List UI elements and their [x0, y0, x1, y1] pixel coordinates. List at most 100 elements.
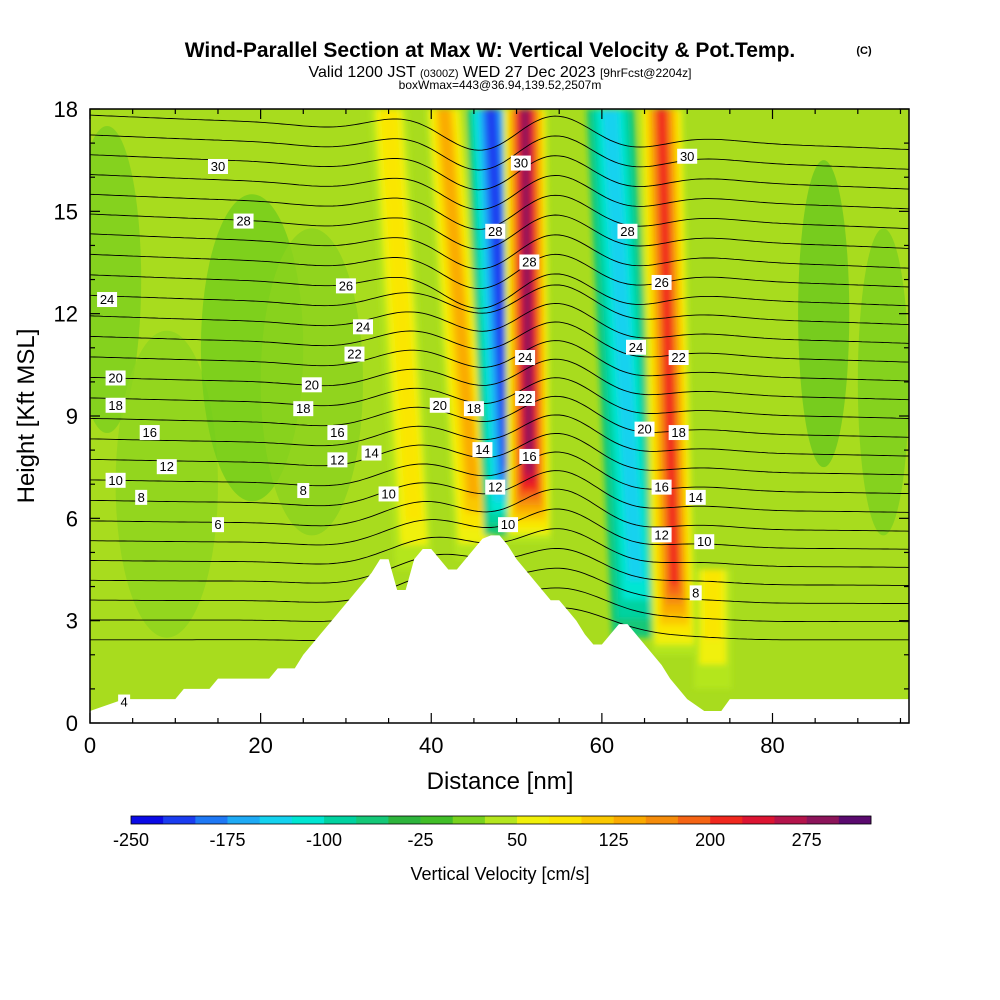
colorbar-swatch: [356, 816, 389, 824]
colorbar-swatch: [613, 816, 647, 824]
plot-area: 30 28 26 24 24 22 20 20 18 18 16 16 14 12 12 10 8 8 10 6 4 20…: [90, 109, 909, 723]
colorbar-tick-label: 125: [599, 830, 629, 850]
contour-label-bg: [211, 517, 224, 533]
copyright-mark: (C): [856, 45, 872, 57]
y-tick-label: 0: [66, 711, 78, 736]
contour-label: 14: [364, 446, 378, 461]
contour-label-bg: [327, 425, 348, 441]
colorbar-label: Vertical Velocity [cm/s]: [410, 864, 589, 884]
contour-label-bg: [463, 401, 484, 417]
valid-time: Valid 1200 JST: [309, 64, 417, 81]
isentrope-16: [90, 377, 909, 419]
contour-label-bg: [297, 483, 310, 499]
colorbar-tick-label: -25: [408, 830, 434, 850]
isentrope-10: [90, 488, 909, 532]
contour-label-bg: [617, 223, 638, 239]
contour-label-bg: [97, 292, 118, 308]
contour-label: 10: [501, 517, 515, 532]
contour-label: 24: [518, 350, 532, 365]
y-tick-label: 15: [54, 199, 78, 224]
contour-label-bg: [293, 401, 314, 417]
contour-label: 28: [522, 255, 536, 270]
contour-label-bg: [519, 254, 540, 270]
contour-label: 8: [300, 483, 307, 498]
contour-label: 16: [142, 425, 156, 440]
contour-label: 24: [100, 292, 114, 307]
isentrope-30: [90, 114, 909, 151]
colorbar-tick-label: 200: [695, 830, 725, 850]
contour-label-bg: [139, 425, 160, 441]
contour-label: 28: [488, 224, 502, 239]
weak-downdraft-patch: [798, 160, 850, 468]
contour-label-bg: [335, 278, 356, 294]
contour-label: 20: [305, 377, 319, 392]
contour-label: 22: [671, 350, 685, 365]
contour-label-bg: [515, 350, 536, 366]
isentrope-18: [90, 340, 909, 382]
isentrope-12: [90, 451, 909, 495]
contour-label-bg: [634, 421, 655, 437]
contour-label-bg: [118, 694, 131, 710]
colorbar-swatch: [742, 816, 775, 824]
contour-label-bg: [651, 527, 672, 543]
contour-label: 22: [518, 391, 532, 406]
contour-label: 22: [347, 347, 361, 362]
isentrope-27: [90, 174, 909, 210]
forecast-info: [9hrFcst@2204z]: [600, 66, 692, 80]
colorbar-swatch: [517, 816, 550, 824]
colorbar-swatch: [227, 816, 260, 824]
colorbar-swatch: [774, 816, 807, 824]
contour-label-bg: [515, 390, 536, 406]
weak-downdraft-patch: [857, 228, 909, 536]
colorbar-swatch: [291, 816, 325, 824]
chart-title: Wind-Parallel Section at Max W: Vertical…: [185, 39, 796, 62]
x-axis-label: Distance [nm]: [427, 768, 574, 795]
colorbar-swatch: [388, 816, 421, 824]
contour-label: 12: [330, 452, 344, 467]
contour-label: 26: [339, 278, 353, 293]
contour-label-bg: [519, 448, 540, 464]
contour-label-bg: [668, 350, 689, 366]
isentrope-24: [90, 233, 909, 270]
contour-label-bg: [135, 489, 148, 505]
colorbar-swatch: [710, 816, 743, 824]
contour-label-bg: [353, 319, 373, 335]
contour-label: 12: [488, 480, 502, 495]
contour-label-bg: [651, 274, 672, 290]
contour-label-bg: [651, 479, 672, 495]
colorbar-swatch: [549, 816, 582, 824]
contour-label-bg: [498, 517, 519, 533]
colorbar: -250 -175 -100 -25 50 125 200 275: [113, 815, 872, 850]
colorbar-swatch: [452, 816, 486, 824]
contour-label: 24: [629, 340, 643, 355]
contour-label-bg: [668, 425, 689, 441]
contour-label-bg: [485, 223, 506, 239]
colorbar-swatch: [581, 816, 614, 824]
x-tick-label: 80: [760, 733, 784, 758]
contour-label-bg: [327, 452, 348, 468]
contour-label-bg: [233, 213, 254, 229]
x-tick-label: 20: [248, 733, 272, 758]
contour-label: 16: [330, 425, 344, 440]
contour-label-bg: [301, 377, 322, 393]
contour-label-bg: [429, 397, 450, 413]
colorbar-swatch: [645, 816, 679, 824]
contour-label-bg: [344, 346, 365, 362]
velocity-band-updraft-main: [522, 109, 533, 469]
contour-label-bg: [685, 489, 706, 505]
contour-label-bg: [510, 155, 531, 171]
contour-label: 4: [121, 695, 128, 710]
contour-label: 30: [514, 156, 528, 171]
x-tick-label: 60: [590, 733, 614, 758]
contour-label: 6: [214, 517, 221, 532]
isentrope-17: [90, 358, 909, 401]
contour-label: 12: [654, 527, 668, 542]
isentrope-29: [90, 134, 909, 171]
chart-subtitle: Valid 1200 JST (0300Z) WED 27 Dec 2023 […: [309, 64, 692, 81]
contour-label-bg: [694, 534, 715, 550]
colorbar-tick-label: 275: [792, 830, 822, 850]
contour-label: 28: [236, 214, 250, 229]
isentrope-13: [90, 433, 909, 476]
contour-label: 14: [688, 490, 702, 505]
weak-downdraft-patch: [90, 126, 142, 434]
